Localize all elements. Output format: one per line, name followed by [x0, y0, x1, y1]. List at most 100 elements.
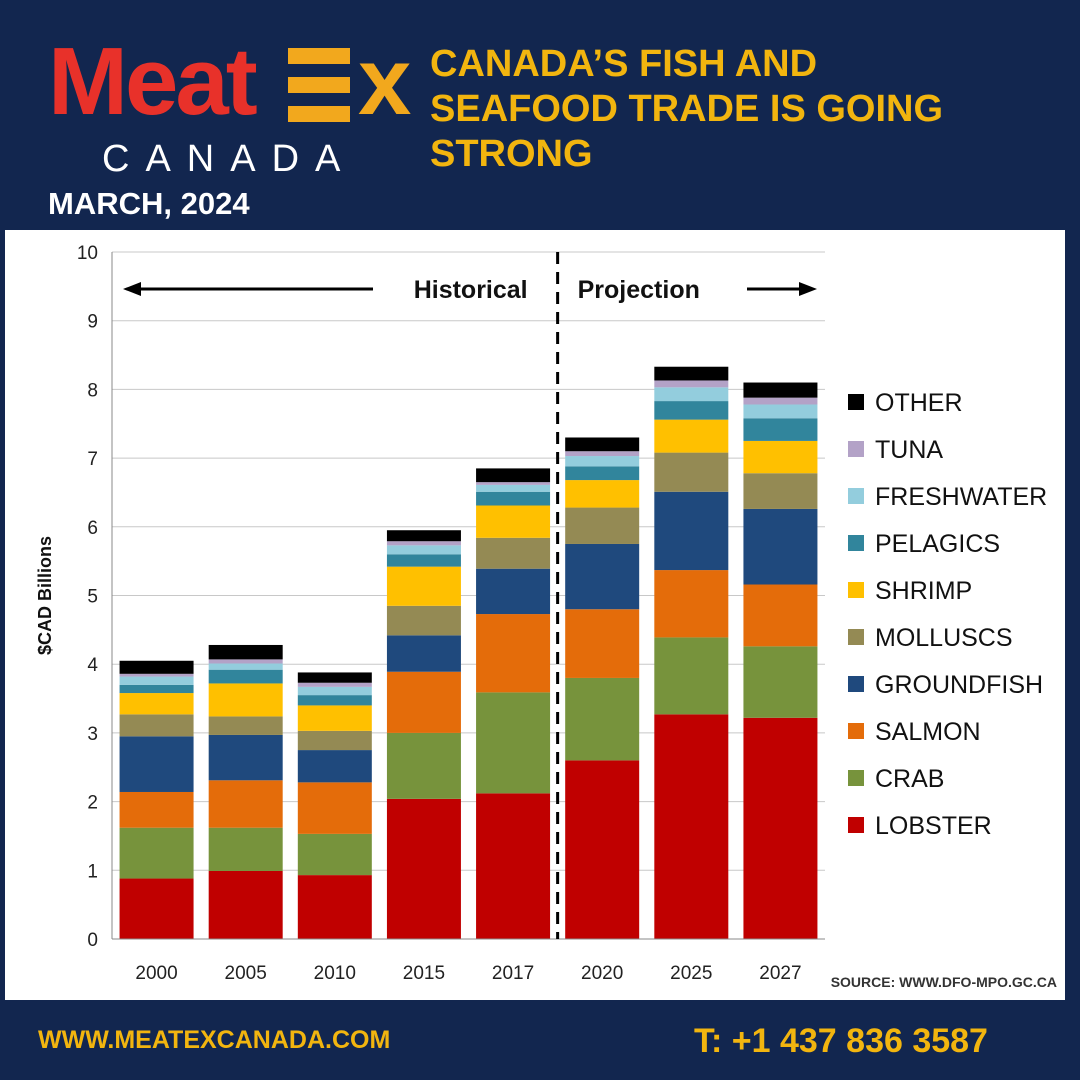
x-tick-label: 2015 — [403, 963, 445, 984]
bar-segment-molluscs — [297, 730, 372, 751]
bar-segment-other — [297, 672, 372, 683]
bar-segment-tuna — [565, 451, 640, 457]
stacked-bar-chart: 0 1 2 3 4 5 6 7 8 9 10 $CAD Billions 2000 2005 2010 201… — [35, 243, 1057, 990]
bar-segment-freshwater — [386, 545, 461, 555]
legend-label-pelagics: PELAGICS — [875, 530, 1000, 558]
legend-swatch-other — [848, 394, 864, 410]
legend-label-shrimp: SHRIMP — [875, 577, 972, 605]
bar-segment-molluscs — [565, 507, 640, 544]
bar-segment-molluscs — [386, 605, 461, 636]
bar-segment-other — [119, 660, 194, 674]
x-tick-label: 2000 — [135, 963, 177, 984]
bar-segment-freshwater — [565, 456, 640, 467]
y-tick-label: 4 — [87, 655, 98, 676]
bar-segment-pelagics — [386, 554, 461, 567]
publish-date: MARCH, 2024 — [48, 186, 250, 221]
bar-segment-lobster — [565, 760, 640, 939]
headline-line-2: SEAFOOD TRADE IS GOING — [430, 88, 944, 130]
bar-segment-shrimp — [654, 419, 729, 453]
legend-swatch-molluscs — [848, 629, 864, 645]
bar-segment-other — [654, 366, 729, 381]
bar-segment-groundfish — [743, 508, 818, 585]
bar-segment-salmon — [297, 782, 372, 834]
bar-segment-tuna — [654, 380, 729, 388]
bar-segment-shrimp — [565, 480, 640, 508]
bar-segment-tuna — [297, 682, 372, 687]
y-axis-label: $CAD Billions — [35, 536, 55, 655]
historical-arrow-head — [123, 282, 141, 296]
chart-panel: 0 1 2 3 4 5 6 7 8 9 10 $CAD Billions 2000 2005 2010 201… — [5, 230, 1065, 1000]
bar-segment-tuna — [386, 541, 461, 546]
legend-label-lobster: LOBSTER — [875, 812, 992, 840]
bar-segment-crab — [654, 637, 729, 715]
legend-label-salmon: SALMON — [875, 718, 981, 746]
bar-segment-salmon — [565, 609, 640, 678]
legend-swatch-freshwater — [848, 488, 864, 504]
bar-segment-molluscs — [119, 714, 194, 737]
bar-segment-tuna — [743, 397, 818, 405]
bar-segment-freshwater — [119, 676, 194, 685]
y-tick-label: 3 — [87, 724, 98, 745]
x-tick-label: 2027 — [759, 963, 801, 984]
bar-segment-lobster — [743, 717, 818, 939]
logo-e-bars — [288, 48, 350, 122]
bar-segment-groundfish — [119, 736, 194, 792]
bar-segment-tuna — [119, 673, 194, 677]
x-tick-label: 2020 — [581, 963, 623, 984]
headline-line-1: CANADA’S FISH AND — [430, 43, 818, 85]
bar-segment-molluscs — [654, 452, 729, 492]
bar-segment-salmon — [476, 614, 551, 693]
y-tick-label: 2 — [87, 793, 98, 814]
logo-canada-text: CANADA — [102, 138, 357, 180]
bar-segment-pelagics — [208, 669, 283, 684]
legend-swatch-crab — [848, 770, 864, 786]
bar-segment-freshwater — [476, 484, 551, 492]
bar-segment-freshwater — [743, 404, 818, 419]
bar-segment-shrimp — [119, 693, 194, 715]
bar-segment-crab — [119, 827, 194, 879]
bar-segment-tuna — [476, 482, 551, 485]
headline-line-3: STRONG — [430, 133, 593, 175]
bar-segment-other — [386, 530, 461, 542]
historical-label: Historical — [414, 276, 528, 304]
y-tick-label: 1 — [87, 861, 98, 882]
bar-segment-crab — [476, 692, 551, 794]
bar-segment-other — [476, 468, 551, 483]
x-tick-label: 2025 — [670, 963, 712, 984]
bar-segment-other — [565, 437, 640, 452]
bar-segment-crab — [297, 833, 372, 876]
y-tick-label: 6 — [87, 518, 98, 539]
legend-swatch-tuna — [848, 441, 864, 457]
bar-segment-salmon — [119, 791, 194, 828]
legend-swatch-groundfish — [848, 676, 864, 692]
bar-segment-salmon — [654, 570, 729, 638]
bar-segment-freshwater — [297, 686, 372, 696]
bar-segment-freshwater — [654, 387, 729, 402]
bar-segment-groundfish — [565, 543, 640, 610]
bar-segment-salmon — [386, 671, 461, 733]
bar-segment-shrimp — [297, 705, 372, 731]
y-tick-label: 5 — [87, 587, 98, 608]
footer-url[interactable]: WWW.MEATEXCANADA.COM — [38, 1026, 391, 1054]
bar-segment-groundfish — [654, 491, 729, 571]
projection-arrow-head — [799, 282, 817, 296]
bar-segment-tuna — [208, 659, 283, 664]
bar-segment-groundfish — [476, 568, 551, 615]
bar-segment-crab — [565, 677, 640, 761]
bar-segment-groundfish — [297, 750, 372, 783]
bar-segment-molluscs — [743, 473, 818, 509]
legend-label-tuna: TUNA — [875, 436, 943, 464]
bar-segment-crab — [208, 827, 283, 871]
projection-label: Projection — [578, 276, 700, 304]
bar-segment-other — [208, 644, 283, 660]
bar-segment-lobster — [119, 878, 194, 939]
logo-meat-text: Meat — [48, 28, 258, 135]
bar-segment-crab — [386, 732, 461, 799]
bar-segment-lobster — [386, 798, 461, 939]
bar-segment-lobster — [476, 793, 551, 939]
legend-swatch-shrimp — [848, 582, 864, 598]
y-tick-label: 8 — [87, 380, 98, 401]
bar-segment-pelagics — [119, 684, 194, 694]
bar-segment-pelagics — [476, 491, 551, 506]
x-tick-label: 2010 — [314, 963, 356, 984]
